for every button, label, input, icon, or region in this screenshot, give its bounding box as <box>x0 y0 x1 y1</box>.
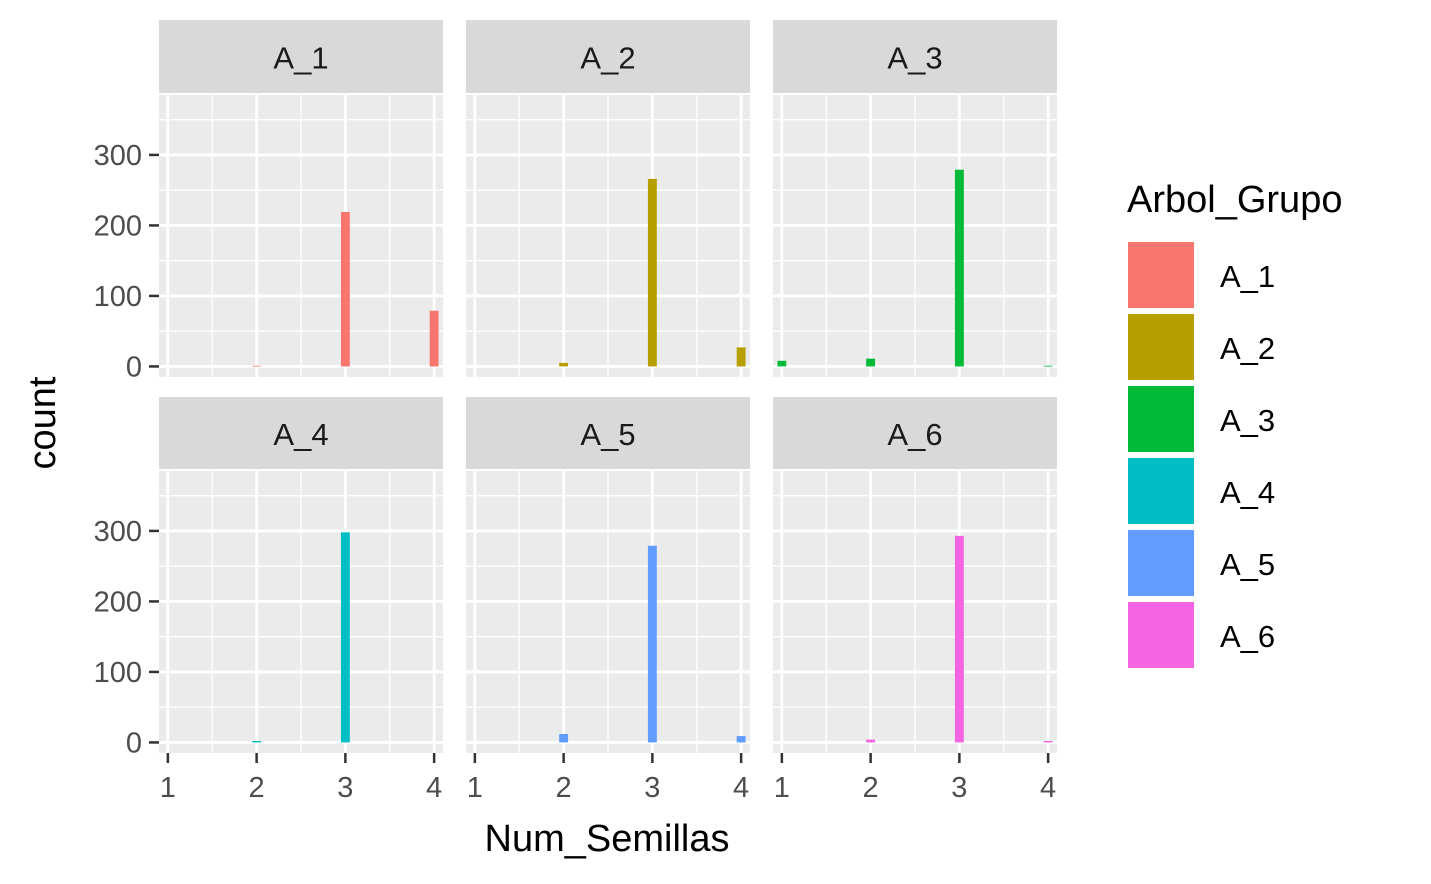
histogram-bar <box>736 736 746 743</box>
y-tick-label: 300 <box>94 140 142 172</box>
facet-strip <box>159 20 443 93</box>
histogram-bar <box>340 212 350 367</box>
x-tick-label: 1 <box>774 772 790 804</box>
facet-strip <box>466 397 750 469</box>
facet-strip <box>773 20 1057 93</box>
x-tick-label: 3 <box>951 772 967 804</box>
y-tick-label: 0 <box>126 351 142 383</box>
legend-key-a-2 <box>1126 312 1196 382</box>
legend-key-a-3 <box>1126 384 1196 454</box>
histogram-bar <box>340 532 350 743</box>
histogram-bar <box>954 535 964 743</box>
x-tick-label: 1 <box>467 772 483 804</box>
x-tick-label: 4 <box>426 772 442 804</box>
legend-label: A_3 <box>1220 403 1275 438</box>
histogram-bar <box>647 545 657 743</box>
y-axis: 0 100 200 300 0 100 200 300 <box>94 140 159 759</box>
legend-label: A_1 <box>1220 259 1275 294</box>
facet-strip <box>159 397 443 469</box>
histogram-bar <box>736 347 746 367</box>
x-tick-label: 3 <box>644 772 660 804</box>
facet-strip <box>466 20 750 93</box>
histogram-bar <box>252 365 262 367</box>
y-tick-label: 300 <box>94 516 142 548</box>
x-tick-label: 4 <box>1040 772 1056 804</box>
legend-key-a-4 <box>1126 456 1196 526</box>
facet-strip-label: A_2 <box>580 41 635 76</box>
histogram-bar <box>866 739 876 743</box>
histogram-bar <box>1043 741 1053 743</box>
facet-strip <box>773 397 1057 469</box>
histogram-bar <box>559 733 569 743</box>
legend-title: Arbol_Grupo <box>1127 179 1342 221</box>
facet-strip-label: A_6 <box>887 417 942 452</box>
y-tick-label: 0 <box>126 727 142 759</box>
legend-key-a-1 <box>1126 240 1196 310</box>
x-tick-label: 3 <box>337 772 353 804</box>
x-tick-label: 2 <box>249 772 265 804</box>
facet-panel-a-6: A_6 <box>773 397 1057 753</box>
legend: Arbol_Grupo A_1 A_2 A_3 A_4 A_5 A_6 <box>1126 179 1342 670</box>
histogram-bar <box>866 358 876 367</box>
legend-label: A_4 <box>1220 475 1275 510</box>
facet-panel-a-5: A_5 <box>466 397 750 753</box>
facet-strip-label: A_1 <box>273 41 328 76</box>
legend-key-a-5 <box>1126 528 1196 598</box>
facet-strip-label: A_3 <box>887 41 942 76</box>
histogram-bar <box>954 169 964 367</box>
histogram-bar <box>1043 365 1053 367</box>
y-tick-label: 200 <box>94 210 142 242</box>
x-axis-title: Num_Semillas <box>485 818 730 860</box>
histogram-bar <box>429 310 439 367</box>
facet-panel-a-4: A_4 <box>159 397 443 753</box>
histogram-bar <box>252 741 262 743</box>
legend-label: A_5 <box>1220 547 1275 582</box>
histogram-bar <box>647 178 657 367</box>
legend-label: A_2 <box>1220 331 1275 366</box>
facet-panel-a-2: A_2 <box>466 20 750 377</box>
facet-strip-label: A_4 <box>273 417 328 452</box>
x-tick-label: 2 <box>863 772 879 804</box>
y-tick-label: 100 <box>94 657 142 689</box>
facet-panel-a-1: A_1 <box>159 20 443 377</box>
x-tick-label: 4 <box>733 772 749 804</box>
histogram-bar <box>777 360 787 367</box>
y-axis-title: count <box>22 376 64 469</box>
facet-panel-a-3: A_3 <box>773 20 1057 377</box>
facet-strip-label: A_5 <box>580 417 635 452</box>
legend-key-a-6 <box>1126 600 1196 670</box>
x-tick-label: 2 <box>556 772 572 804</box>
y-tick-label: 100 <box>94 281 142 313</box>
histogram-bar <box>559 362 569 367</box>
legend-label: A_6 <box>1220 619 1275 654</box>
y-tick-label: 200 <box>94 586 142 618</box>
x-tick-label: 1 <box>160 772 176 804</box>
facet-panels: A_1 A_2 A_3 A_4 A_5 A_6 <box>159 20 1057 753</box>
